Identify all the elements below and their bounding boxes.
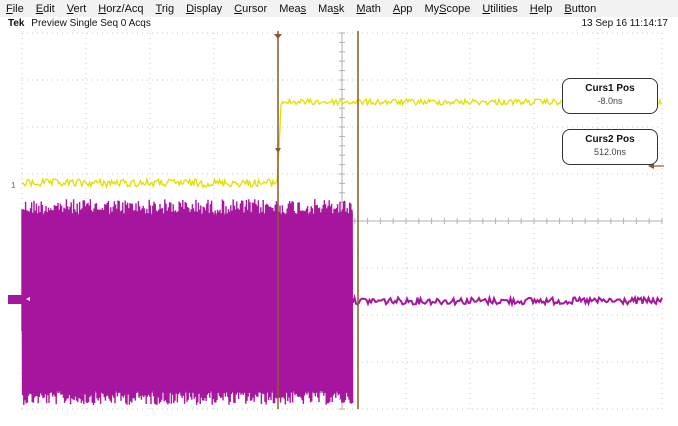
acquisition-status: Tek Preview Single Seq 0 Acqs: [8, 18, 151, 29]
menu-mask[interactable]: Mask: [318, 2, 345, 15]
channel2-marker: [8, 295, 24, 304]
cursor2-readout-title: Curs2 Pos: [585, 134, 635, 145]
menu-bar: File Edit Vert Horz/Acq Trig Display Cursor Mea…: [0, 0, 678, 17]
status-bar: Tek Preview Single Seq 0 Acqs 13 Sep 16 …: [0, 17, 678, 31]
menu-trig[interactable]: Trig: [155, 2, 175, 15]
menu-cursor[interactable]: Cursor: [234, 2, 268, 15]
menu-button[interactable]: Button: [564, 2, 597, 15]
menu-utilities[interactable]: Utilities: [482, 2, 518, 15]
cursor1-readout-title: Curs1 Pos: [585, 83, 635, 94]
cursor1-readout[interactable]: Curs1 Pos -8.0ns: [562, 78, 658, 114]
cursor1-marker: [274, 34, 282, 39]
channel2-trace: [352, 293, 663, 308]
menu-myscope[interactable]: MyScope: [424, 2, 471, 15]
channel2-marker-arrow: [26, 297, 30, 301]
channel2-burst: [21, 199, 354, 406]
menu-help[interactable]: Help: [529, 2, 553, 15]
menu-edit[interactable]: Edit: [35, 2, 55, 15]
brand-label: Tek: [8, 18, 25, 29]
date-time: 13 Sep 16 11:14:17: [581, 18, 668, 29]
acq-count-label: 0 Acqs: [120, 18, 151, 29]
menu-meas[interactable]: Meas: [279, 2, 307, 15]
menu-app[interactable]: App: [392, 2, 413, 15]
cursor1-cross-marker: [275, 148, 281, 153]
cursor2-readout[interactable]: Curs2 Pos 512.0ns: [562, 129, 658, 165]
menu-horz-acq[interactable]: Horz/Acq: [98, 2, 144, 15]
waveform-display[interactable]: 1 Curs1 Pos -8.0ns Curs2 Pos 512.0ns: [0, 31, 678, 421]
menu-vert[interactable]: Vert: [66, 2, 87, 15]
menu-file[interactable]: File: [6, 2, 24, 15]
cursor1-readout-value: -8.0ns: [597, 96, 623, 106]
waveform-canvas: 1: [8, 31, 664, 410]
channel2-burst-fill: [22, 213, 353, 393]
menu-math[interactable]: Math: [356, 2, 381, 15]
mode-label: Preview: [31, 18, 67, 29]
channel1-trace: [21, 96, 662, 189]
menu-display[interactable]: Display: [186, 2, 223, 15]
acq-mode-label: Single Seq: [69, 18, 119, 29]
cursor2-readout-value: 512.0ns: [593, 147, 627, 157]
channel1-label: 1: [11, 181, 16, 190]
